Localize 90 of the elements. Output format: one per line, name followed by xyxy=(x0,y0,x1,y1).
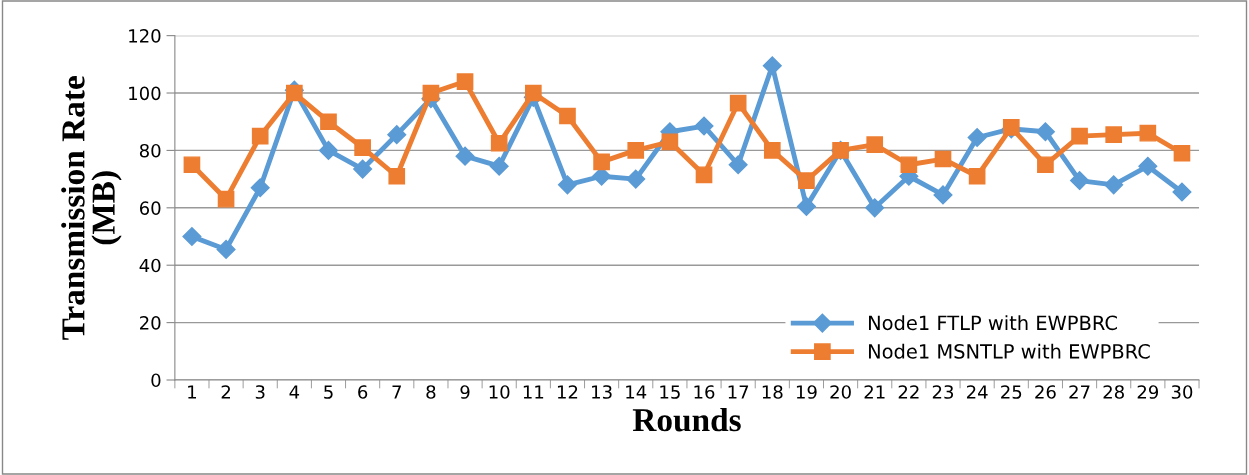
point xyxy=(763,142,781,159)
point xyxy=(729,94,747,112)
point xyxy=(456,73,474,90)
point xyxy=(320,113,337,131)
legend-label: Node1 FTLP with EWPBRC xyxy=(869,315,1117,331)
point xyxy=(1037,156,1054,174)
x-tick-label: 16 xyxy=(694,385,715,399)
point xyxy=(1138,156,1158,176)
point xyxy=(627,142,645,159)
x-tick-label: 20 xyxy=(830,385,851,399)
point xyxy=(354,139,371,156)
point xyxy=(182,226,202,247)
legend-label: Node1 MSNTLP with EWPBRC xyxy=(869,343,1150,359)
point xyxy=(216,239,236,259)
point xyxy=(934,150,952,168)
x-tick-label: 8 xyxy=(426,385,436,399)
point xyxy=(524,84,542,102)
x-tick-label: 26 xyxy=(1035,385,1056,399)
point xyxy=(762,56,782,76)
point xyxy=(559,107,576,125)
x-tick-label: 1 xyxy=(188,385,197,399)
x-tick-label: 3 xyxy=(255,385,265,399)
y-tick-label: 100 xyxy=(129,86,161,101)
point xyxy=(217,190,235,208)
point xyxy=(1173,144,1191,162)
point xyxy=(865,198,885,218)
x-tick-label: 30 xyxy=(1171,385,1193,399)
y-tick-label: 80 xyxy=(139,143,161,158)
x-tick-label: 7 xyxy=(392,385,401,399)
point xyxy=(318,140,339,160)
point xyxy=(695,166,713,184)
point xyxy=(1105,126,1123,143)
point xyxy=(1172,182,1192,202)
point xyxy=(557,175,577,195)
point xyxy=(183,156,201,174)
x-tick-label: 4 xyxy=(289,385,300,399)
x-tick-label: 15 xyxy=(660,385,680,399)
point xyxy=(798,172,815,189)
point xyxy=(728,155,748,175)
y-tick-label: 20 xyxy=(140,316,161,330)
point xyxy=(353,159,373,179)
point xyxy=(387,125,407,145)
x-tick-label: 19 xyxy=(796,385,817,399)
x-tick-label: 13 xyxy=(592,385,612,399)
x-tick-label: 5 xyxy=(324,385,333,399)
x-axis-title: Rounds xyxy=(632,407,741,432)
x-tick-label: 22 xyxy=(898,385,919,399)
point xyxy=(593,153,610,171)
x-tick-label: 29 xyxy=(1137,385,1159,399)
point xyxy=(250,178,270,198)
point xyxy=(661,133,679,151)
x-tick-label: 11 xyxy=(523,385,544,399)
x-tick-label: 2 xyxy=(221,385,230,399)
x-tick-label: 25 xyxy=(1001,385,1022,399)
x-tick-label: 27 xyxy=(1069,385,1090,399)
x-tick-label: 21 xyxy=(864,385,885,399)
point xyxy=(866,136,884,154)
point xyxy=(967,127,987,148)
x-tick-label: 28 xyxy=(1103,385,1124,399)
point xyxy=(251,127,269,145)
x-tick-label: 9 xyxy=(460,385,470,399)
point xyxy=(694,116,714,136)
point xyxy=(933,185,953,205)
point xyxy=(455,146,475,166)
x-tick-label: 14 xyxy=(626,385,647,399)
point xyxy=(489,156,509,176)
point xyxy=(1139,124,1157,142)
point xyxy=(1104,175,1124,195)
x-tick-label: 17 xyxy=(728,385,749,399)
point xyxy=(968,167,986,185)
y-tick-label: 0 xyxy=(151,373,161,388)
x-tick-label: 24 xyxy=(966,385,988,399)
point xyxy=(388,167,406,185)
point xyxy=(626,169,646,189)
y-tick-label: 120 xyxy=(129,29,161,43)
x-tick-label: 10 xyxy=(489,385,510,399)
point xyxy=(900,156,918,174)
point xyxy=(1070,171,1090,191)
point xyxy=(490,134,508,152)
y-tick-label: 60 xyxy=(139,201,161,215)
point xyxy=(1035,122,1055,142)
x-tick-label: 18 xyxy=(762,385,783,399)
x-tick-label: 6 xyxy=(358,385,368,399)
point xyxy=(422,84,440,102)
point xyxy=(796,196,816,216)
y-tick-label: 40 xyxy=(139,258,161,273)
point xyxy=(1071,127,1088,145)
x-tick-label: 12 xyxy=(557,385,578,399)
y-axis-title: Transmission Rate (MB) xyxy=(61,76,122,340)
x-tick-label: 23 xyxy=(932,385,954,399)
